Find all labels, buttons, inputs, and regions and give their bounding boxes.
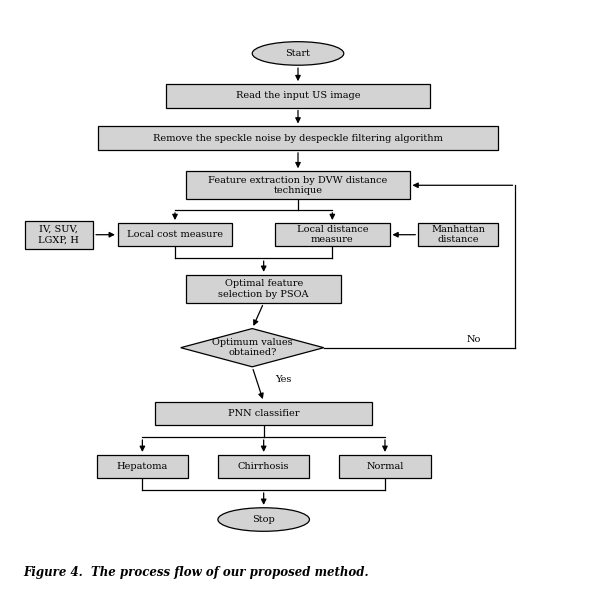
FancyBboxPatch shape xyxy=(155,402,372,425)
Text: Yes: Yes xyxy=(275,375,291,384)
FancyBboxPatch shape xyxy=(339,455,431,478)
Text: Stop: Stop xyxy=(252,515,275,524)
Ellipse shape xyxy=(252,42,344,65)
Text: Read the input US image: Read the input US image xyxy=(236,91,360,101)
Text: Local cost measure: Local cost measure xyxy=(127,230,223,239)
Text: Figure 4.  The process flow of our proposed method.: Figure 4. The process flow of our propos… xyxy=(23,566,369,579)
Text: Start: Start xyxy=(285,49,311,58)
Text: Local distance
measure: Local distance measure xyxy=(297,225,368,245)
FancyBboxPatch shape xyxy=(218,455,309,478)
Text: Hepatoma: Hepatoma xyxy=(117,462,168,471)
Text: Optimal feature
selection by PSOA: Optimal feature selection by PSOA xyxy=(218,279,309,299)
Text: Manhattan
distance: Manhattan distance xyxy=(432,225,485,245)
Polygon shape xyxy=(181,329,324,367)
FancyBboxPatch shape xyxy=(118,223,232,246)
Text: Feature extraction by DVW distance
technique: Feature extraction by DVW distance techn… xyxy=(209,175,387,195)
Text: Chirrhosis: Chirrhosis xyxy=(238,462,290,471)
FancyBboxPatch shape xyxy=(187,171,409,199)
Text: No: No xyxy=(467,335,481,344)
Text: Optimum values
obtained?: Optimum values obtained? xyxy=(212,338,293,357)
Text: Normal: Normal xyxy=(367,462,403,471)
Text: IV, SUV,
LGXP, H: IV, SUV, LGXP, H xyxy=(38,225,79,245)
FancyBboxPatch shape xyxy=(166,84,430,108)
FancyBboxPatch shape xyxy=(187,275,341,303)
FancyBboxPatch shape xyxy=(98,126,498,150)
FancyBboxPatch shape xyxy=(418,223,498,246)
FancyBboxPatch shape xyxy=(97,455,188,478)
FancyBboxPatch shape xyxy=(24,221,93,249)
Ellipse shape xyxy=(218,508,309,531)
Text: Remove the speckle noise by despeckle filtering algorithm: Remove the speckle noise by despeckle fi… xyxy=(153,134,443,143)
FancyBboxPatch shape xyxy=(275,223,390,246)
Text: PNN classifier: PNN classifier xyxy=(228,409,299,418)
